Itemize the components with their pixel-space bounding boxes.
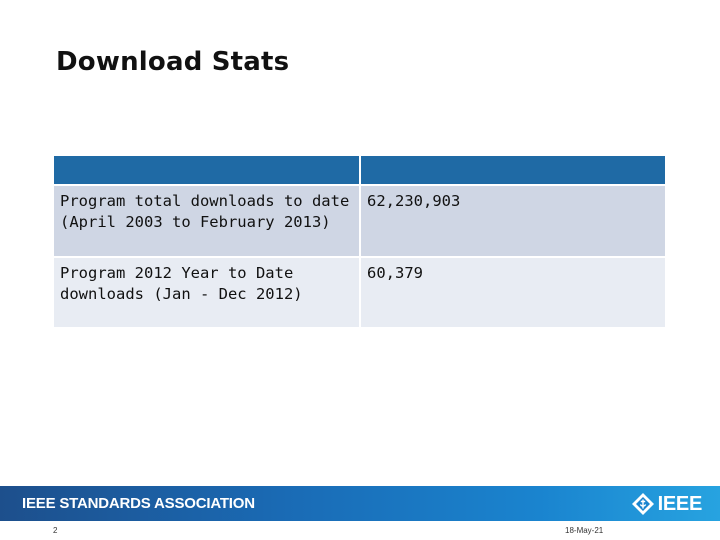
row-value: 62,230,903 (360, 185, 665, 258)
table-row: Program 2012 Year to Date downloads (Jan… (54, 257, 665, 329)
page-number: 2 (53, 526, 58, 535)
table-header-cell-value (360, 156, 665, 186)
footer-organization: IEEE STANDARDS ASSOCIATION (22, 495, 255, 512)
slide-title: Download Stats (56, 47, 290, 77)
footer-date: 18-May-21 (565, 526, 604, 535)
row-value: 60,379 (360, 257, 665, 329)
footer-bar: IEEE STANDARDS ASSOCIATION IEEE (0, 486, 720, 521)
ieee-diamond-icon (631, 492, 655, 516)
ieee-logo-text: IEEE (657, 492, 703, 515)
download-stats-table: Program total downloads to date (April 2… (54, 156, 665, 329)
table-row: Program total downloads to date (April 2… (54, 185, 665, 258)
row-label: Program total downloads to date (April 2… (54, 185, 361, 258)
row-label: Program 2012 Year to Date downloads (Jan… (54, 257, 361, 329)
table-header-cell-label (54, 156, 361, 186)
table-header-row (54, 156, 665, 186)
ieee-logo: IEEE (631, 491, 702, 517)
